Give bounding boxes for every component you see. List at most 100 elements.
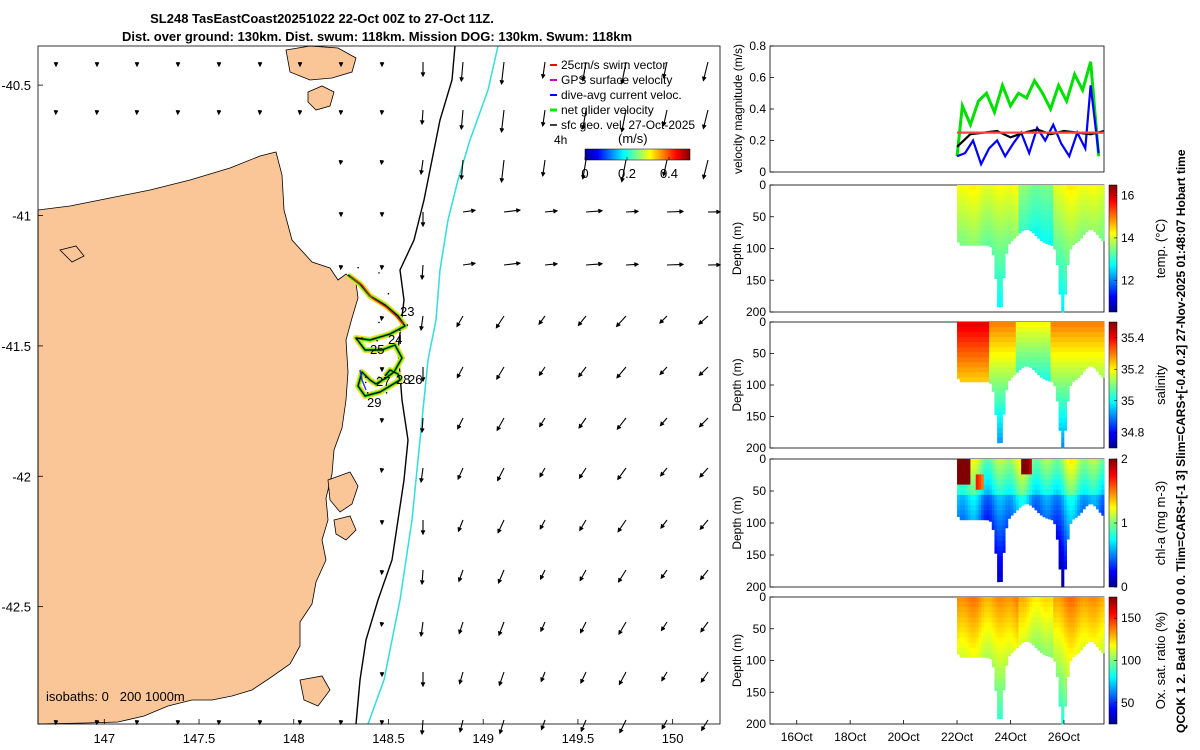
heatmap-cell	[970, 607, 974, 613]
geo-vel-arrowhead	[338, 212, 344, 218]
heatmap-cell	[1005, 337, 1009, 343]
heatmap-cell	[997, 230, 1001, 237]
heatmap-cell	[967, 327, 971, 333]
heatmap-cell	[1093, 230, 1097, 232]
heatmap-cell	[1066, 215, 1070, 221]
heatmap-cell	[1037, 597, 1041, 603]
heatmap-cell	[1101, 494, 1105, 501]
heatmap-cell	[997, 377, 1001, 383]
heatmap-cell	[967, 322, 971, 328]
heatmap-cell	[997, 668, 1001, 674]
heatmap-cell	[1010, 622, 1014, 628]
heatmap-cell	[1095, 602, 1100, 608]
heatmap-cell	[981, 240, 985, 246]
heatmap-cell	[962, 505, 966, 511]
heatmap-cell	[1039, 647, 1043, 653]
geo-vel-arrowhead	[580, 727, 585, 733]
heatmap-cell	[997, 225, 1001, 232]
heatmap-cell	[1023, 347, 1027, 353]
heatmap-cell	[1058, 412, 1062, 419]
heatmap-cell	[1066, 251, 1070, 257]
heatmap-cell	[1095, 479, 1100, 485]
heatmap-y-tick-label: 100	[746, 516, 766, 530]
heatmap-cell	[970, 510, 974, 516]
heatmap-cell	[1061, 245, 1065, 252]
heatmap-cell	[967, 474, 971, 480]
heatmap-cell	[997, 637, 1001, 644]
heatmap-cell	[1007, 185, 1011, 191]
heatmap-cell	[1093, 205, 1097, 211]
heatmap-cell	[999, 647, 1003, 654]
heatmap-cell	[1013, 602, 1017, 608]
heatmap-cell	[1018, 494, 1022, 501]
heatmap-cell	[1055, 367, 1059, 373]
track-point	[357, 266, 359, 269]
heatmap-cell	[989, 382, 993, 384]
geo-vel-arrowhead	[617, 577, 623, 583]
heatmap-cell	[1074, 225, 1078, 232]
heatmap-cell	[975, 597, 979, 603]
heatmap-cell	[1047, 622, 1051, 628]
heatmap-cell	[994, 469, 998, 475]
heatmap-cell	[1061, 561, 1065, 567]
heatmap-cell	[1071, 190, 1076, 196]
heatmap-cell	[973, 464, 977, 470]
heatmap-cell	[1029, 602, 1033, 608]
heatmap-cell	[967, 377, 971, 383]
heatmap-cell	[994, 240, 998, 247]
heatmap-cell	[991, 332, 995, 338]
heatmap-cell	[1069, 210, 1073, 216]
heatmap-cell	[1050, 469, 1054, 475]
track-label-23: 23	[400, 304, 414, 319]
heatmap-cell	[986, 515, 990, 521]
heatmap-cell	[1002, 525, 1006, 532]
heatmap-cell	[1082, 479, 1086, 485]
geo-vel-arrowhead	[379, 520, 385, 526]
heatmap-cell	[1098, 372, 1102, 375]
heatmap-cell	[991, 251, 995, 256]
heatmap-cell	[994, 617, 998, 623]
heatmap-cell	[1087, 612, 1092, 618]
heatmap-cell	[962, 494, 966, 501]
heatmap-cell	[1015, 479, 1019, 485]
geo-vel-arrowhead	[659, 421, 665, 427]
heatmap-cell	[1098, 474, 1102, 480]
heatmap-cell	[1077, 602, 1081, 608]
heatmap-cell	[1031, 347, 1035, 353]
geo-vel-arrowhead	[616, 425, 622, 430]
heatmap-cell	[1058, 286, 1062, 293]
heatmap-cell	[965, 357, 969, 363]
heatmap-cell	[1045, 200, 1049, 206]
heatmap-cell	[975, 210, 979, 216]
heatmap-cell	[1007, 499, 1011, 506]
heatmap-cell	[1042, 205, 1046, 211]
heatmap-cell	[1039, 607, 1043, 613]
heatmap-cell	[1015, 637, 1019, 644]
heatmap-cell	[1047, 602, 1051, 608]
heatmap-cell	[1034, 230, 1038, 236]
heatmap-cell	[1015, 322, 1019, 328]
heatmap-cells	[957, 322, 1105, 449]
heatmap-cell	[1069, 225, 1073, 232]
heatmap-cell	[999, 372, 1003, 378]
heatmap-cell	[1055, 261, 1059, 266]
heatmap-cell	[981, 647, 985, 654]
heatmap-cell	[1077, 235, 1081, 242]
heatmap-cell	[1045, 322, 1049, 328]
heatmap-cell	[1034, 322, 1038, 328]
heatmap-cell	[1005, 245, 1009, 252]
map-legend: 25cm/s swim vector GPS surface velocity …	[550, 58, 695, 181]
heatmap-cell	[973, 459, 977, 465]
heatmap-cell	[1093, 622, 1097, 628]
heatmap-cell	[1074, 347, 1078, 353]
heatmap-cell	[1079, 337, 1084, 343]
geo-vel-arrowhead	[379, 467, 385, 474]
heatmap-cell	[1098, 230, 1102, 237]
heatmap-cell	[1082, 607, 1086, 613]
heatmap-cell	[994, 377, 998, 383]
heatmap-cell	[1071, 602, 1076, 608]
heatmap-cell	[1053, 515, 1057, 521]
geo-vel-arrowhead	[94, 62, 100, 68]
heatmap-cell	[975, 195, 979, 201]
heatmap-cell	[1047, 652, 1051, 657]
